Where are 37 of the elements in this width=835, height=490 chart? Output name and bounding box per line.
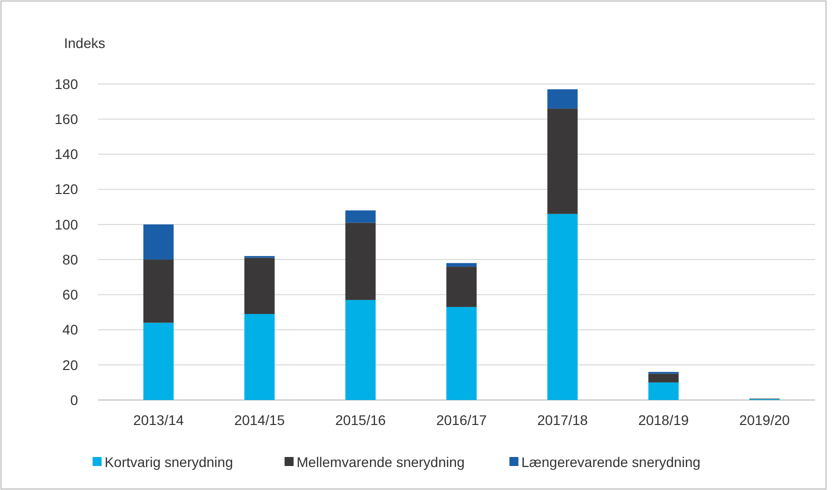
bar bbox=[446, 306, 477, 400]
y-tick-label: 140 bbox=[54, 146, 78, 162]
bar bbox=[143, 224, 174, 260]
y-tick-label: 100 bbox=[54, 216, 78, 232]
bar bbox=[143, 322, 174, 400]
legend-label: Kortvarig snerydning bbox=[104, 454, 234, 470]
y-tick-label: 20 bbox=[62, 356, 78, 373]
y-tick-label: 160 bbox=[54, 111, 78, 128]
bar bbox=[547, 214, 578, 400]
bar bbox=[244, 314, 275, 400]
x-tick-label: 2019/20 bbox=[739, 412, 790, 428]
y-tick-label: 60 bbox=[62, 286, 78, 303]
x-tick-label: 2015/16 bbox=[335, 412, 386, 428]
x-tick-label: 2014/15 bbox=[234, 412, 286, 428]
x-tick-label: 2016/17 bbox=[436, 412, 488, 428]
y-axis-title: Indeks bbox=[64, 35, 106, 51]
y-tick-label: 180 bbox=[54, 76, 78, 92]
bar bbox=[648, 374, 679, 382]
bar bbox=[345, 222, 376, 300]
bar bbox=[244, 258, 275, 314]
y-tick-label: 40 bbox=[62, 322, 78, 338]
bar bbox=[345, 300, 376, 400]
legend-label: Mellemvarende snerydning bbox=[296, 454, 465, 470]
bar bbox=[648, 382, 679, 400]
y-tick-label: 0 bbox=[70, 392, 78, 408]
bar bbox=[547, 108, 578, 214]
bar bbox=[345, 210, 376, 223]
bar bbox=[143, 260, 174, 323]
x-tick-label: 2013/14 bbox=[133, 412, 184, 428]
x-tick-label: 2018/19 bbox=[638, 412, 690, 428]
bar bbox=[446, 263, 477, 267]
y-tick-label: 120 bbox=[54, 181, 78, 198]
bar bbox=[547, 89, 578, 109]
y-tick-label: 80 bbox=[62, 251, 78, 268]
x-tick-label: 2017/18 bbox=[537, 412, 588, 428]
bar bbox=[446, 266, 477, 307]
legend-label: Længerevarende snerydning bbox=[521, 454, 700, 470]
